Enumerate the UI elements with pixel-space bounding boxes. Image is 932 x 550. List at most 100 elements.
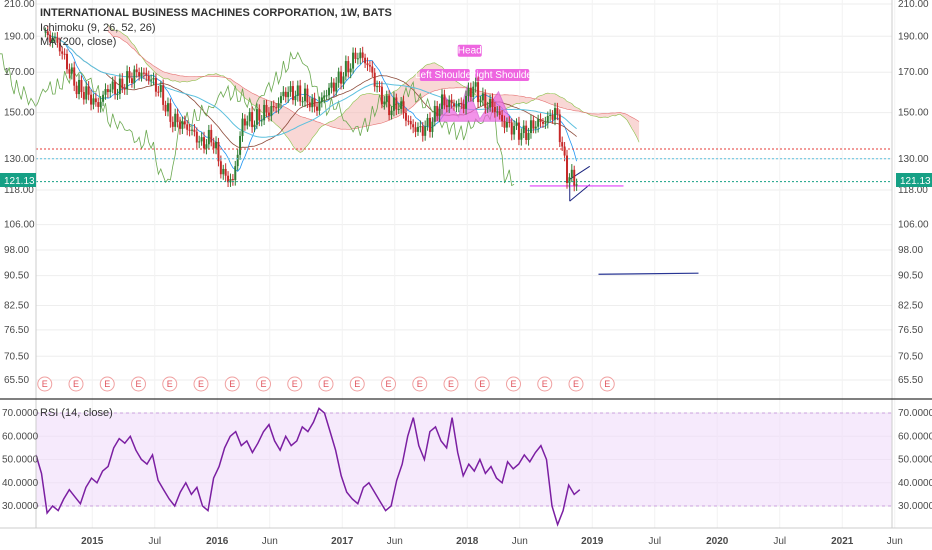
candle-body [349,68,352,73]
earnings-label: E [229,379,235,389]
target-segment [598,272,699,275]
time-tick: 2021 [831,536,854,547]
candle-body [260,120,263,122]
price-tick-left: 98.00 [4,245,29,256]
candle-body [438,108,441,117]
candle-body [104,89,107,95]
candle-body [229,179,232,183]
candle-body [426,117,429,127]
candle-body [277,103,280,108]
candle-body [308,102,311,108]
candle-body [330,82,333,88]
candle-body [455,106,458,108]
earnings-circle [68,376,84,392]
price-tick-left: 210.00 [4,0,35,10]
rsi-tick-left: 50.0000 [2,455,39,466]
time-tick: 2015 [81,536,104,547]
rsi-band [36,413,892,506]
candle-body [436,105,439,117]
price-tick-right: 70.50 [898,351,923,362]
candle-body [510,122,513,135]
candle-body [527,133,530,140]
price-tick-right: 130.00 [898,154,929,165]
earnings-label: E [542,379,548,389]
candle-body [392,97,395,111]
candle-body [231,179,234,181]
candle-body [383,101,386,105]
candle-body [253,124,256,128]
candle-body [303,88,306,102]
earnings-label: E [135,379,141,389]
earnings-circle [256,376,271,392]
earnings-label: E [385,379,391,389]
candle-body [87,86,90,95]
pattern-label: Right Shoulder [469,70,536,81]
candle-body [181,121,184,129]
candle-body [424,126,427,136]
rsi-tick-left: 70.0000 [2,408,39,419]
earnings-label: E [448,379,454,389]
time-tick: 2017 [331,536,354,547]
candle-body [496,111,499,113]
earnings-label: E [604,379,610,389]
candle-body [433,105,436,122]
earnings-label: E [104,379,110,389]
price-tick-left: 106.00 [4,220,35,231]
earnings-circle [162,376,178,392]
candle-body [364,57,367,64]
candle-body [53,37,56,39]
candle-body [222,168,225,175]
candle-body [484,93,487,108]
earnings-circle [318,376,334,392]
candle-body [513,126,516,135]
candle-body [477,82,480,103]
candle-body [311,98,314,108]
candle-body [325,95,328,97]
candle-body [332,82,335,92]
price-tick-left: 70.50 [4,351,29,362]
time-tick: 2019 [581,536,604,547]
candle-body [457,103,460,107]
price-tick-right: 98.00 [898,245,923,256]
candle-body [462,104,465,109]
candle-body [491,98,494,108]
candle-body [532,120,535,129]
candle-body [284,91,287,98]
candle-body [359,52,362,59]
last-price-left: 121.13 [4,176,35,187]
price-tick-right: 190.00 [898,31,929,42]
legend-ma[interactable]: MA (200, close) [40,36,116,48]
candle-body [356,58,359,60]
time-axis-ticks: 2015 Jul 2016 Jun 2017 Jun 2018 Jun 2019 Jul 2020 J… [81,536,903,547]
candle-body [90,94,93,105]
earnings-label: E [167,379,173,389]
candle-body [162,85,165,105]
candle-body [193,129,196,132]
earnings-label: E [573,379,579,389]
candle-body [215,141,218,149]
candle-body [450,99,453,104]
candle-body [68,69,71,74]
candle-body [246,121,249,126]
legend-rsi[interactable]: RSI (14, close) [40,407,113,419]
candle-body [549,114,552,116]
candle-body [558,114,561,143]
candle-body [342,76,345,84]
candle-body [265,104,268,113]
candle-body [419,126,422,128]
candle-body [515,122,518,127]
candle-body [270,106,273,116]
candle-body [99,101,102,107]
candle-body [448,99,451,108]
candle-body [306,88,309,103]
candle-body [409,121,412,125]
legend-ichimoku[interactable]: Ichimoku (9, 26, 52, 26) [40,22,156,34]
candle-body [267,112,270,116]
candle-body [493,107,496,112]
price-tick-right: 170.00 [898,67,929,78]
earnings-circle [412,376,428,392]
candle-body [503,121,506,128]
price-tick-right: 65.50 [898,375,923,386]
earnings-label: E [73,379,79,389]
candle-body [563,146,566,156]
